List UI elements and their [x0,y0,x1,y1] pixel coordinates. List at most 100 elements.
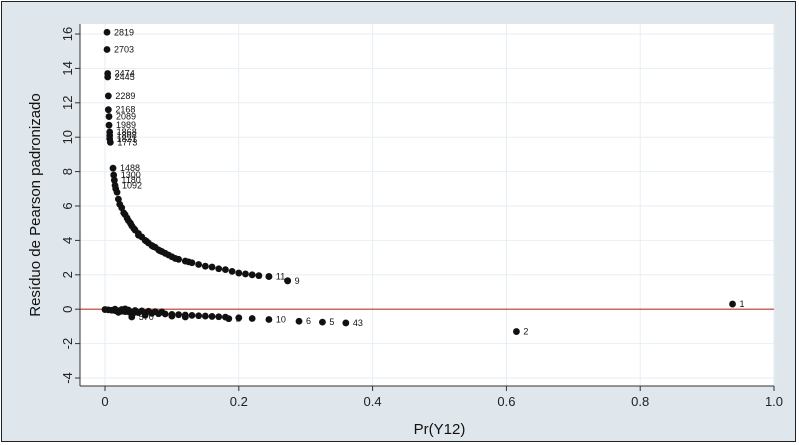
point-label: 1773 [117,137,137,147]
data-point [242,270,249,278]
point-label: 6 [306,316,311,326]
data-point [235,269,243,277]
data-point [168,312,176,320]
x-tick-label: 0.6 [497,394,515,409]
x-tick-label: 0.4 [364,394,382,409]
data-point [110,171,118,179]
point-label: 2445 [115,72,135,82]
data-point [158,308,166,316]
y-tick-label: -2 [60,338,75,350]
data-point [104,92,112,100]
point-label: 1989 [116,120,136,130]
point-label: 2474 [115,69,135,79]
data-point [109,164,117,172]
point-label: 2819 [114,27,134,37]
data-point [128,313,136,321]
data-point [284,277,292,285]
point-label: 1180 [121,175,140,185]
y-axis-label: Resíduo de Pearson padronizado [27,93,44,317]
point-label: 1868 [117,127,137,137]
point-label: 2168 [115,105,135,115]
data-point [319,318,326,326]
data-point [123,214,131,222]
data-point [165,251,172,259]
y-tick-label: 12 [60,96,75,110]
data-point [111,181,119,189]
point-label: 11 [276,272,285,282]
point-label: 1300 [121,170,141,180]
point-label: 1 [740,299,745,309]
data-point [248,271,256,279]
data-point [171,255,179,262]
y-tick-label: 14 [60,61,75,75]
data-point [195,261,203,268]
data-point [105,121,113,129]
data-point [103,28,111,36]
data-point [105,113,113,120]
data-point [228,267,236,275]
data-point [295,317,303,325]
data-point [208,263,216,271]
data-point [121,305,129,313]
data-point [729,300,736,308]
data-point [195,312,203,320]
data-point [175,311,182,319]
data-point [185,258,193,266]
data-point [215,313,223,321]
data-point [342,319,350,327]
point-label: 9 [295,276,300,286]
data-point [120,209,128,217]
x-axis-label: Pr(Y12) [414,421,466,438]
data-point [103,46,111,53]
data-point [151,308,159,316]
data-point [135,231,142,239]
y-tick-label: 2 [60,271,75,278]
data-point [110,176,118,184]
data-point [156,247,164,255]
data-point [127,219,134,227]
x-tick-label: 0.8 [631,394,649,409]
data-point [222,266,229,274]
point-label: 2 [523,327,528,337]
data-point [114,195,122,203]
data-point [143,237,150,245]
data-point [141,311,149,319]
plot-area [80,24,774,386]
y-tick-label: 0 [60,306,75,313]
y-tick-label: 4 [60,237,75,244]
point-label: 2089 [116,112,136,122]
data-point [235,314,243,322]
y-tick-label: 10 [60,130,75,144]
point-label: 43 [353,318,363,328]
data-point [114,308,122,316]
data-point [116,200,124,208]
data-point [265,316,273,323]
point-label: 2289 [115,91,135,101]
data-point [265,273,273,280]
point-label: 1808 [117,130,137,140]
point-label: 10 [276,315,286,325]
y-tick-label: 6 [60,202,75,209]
point-label: 2703 [114,44,134,54]
x-tick-label: 1.0 [765,394,783,409]
data-point [248,315,256,322]
x-tick-label: 0 [101,394,108,409]
point-label: 1092 [122,180,142,190]
data-point [201,262,209,270]
data-point [201,312,209,320]
data-point [181,313,189,321]
data-point [130,224,138,232]
data-point [225,315,233,323]
data-point [106,138,114,146]
y-tick-label: -4 [60,372,75,384]
point-label: 1488 [120,163,140,173]
data-point [513,328,520,335]
data-point [215,265,223,273]
data-point [255,272,263,280]
data-point [104,106,112,114]
point-label: 570 [139,312,154,322]
